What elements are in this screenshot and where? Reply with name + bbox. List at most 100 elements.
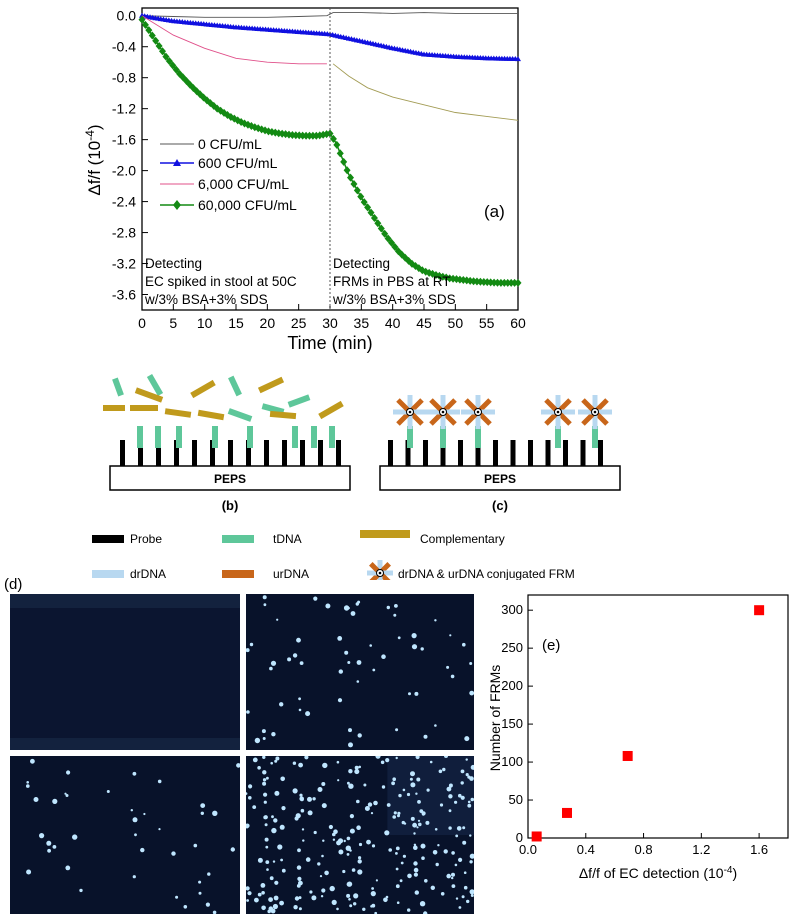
fluorescent-spot — [449, 785, 452, 788]
fluorescent-spot — [265, 860, 270, 864]
fluorescent-spot — [440, 892, 445, 896]
fluorescent-spot — [328, 824, 333, 830]
fluorescent-spot — [333, 829, 338, 834]
fluorescent-spot — [413, 867, 419, 873]
fluorescent-spot — [421, 812, 425, 816]
fluorescent-spot — [469, 889, 474, 895]
chart-a-xlabel: Time (min) — [287, 333, 372, 353]
series-marker-diamond — [388, 238, 396, 247]
fluorescent-spot — [264, 837, 269, 842]
fluorescent-spot — [263, 603, 267, 607]
annotation-right: Detecting FRMs in PBS at RT w/3% BSA+3% … — [332, 256, 456, 307]
fluorescent-spot — [348, 742, 353, 748]
panel-e-label: (e) — [542, 637, 560, 654]
fluorescent-spot — [448, 826, 452, 830]
fluorescent-spot — [230, 847, 235, 852]
fluorescent-spot — [420, 843, 426, 849]
fluorescent-spot — [358, 765, 361, 769]
fluorescent-spot — [369, 644, 372, 647]
fluorescent-spot — [271, 815, 274, 819]
fluorescent-spot — [246, 710, 250, 714]
series-marker-diamond — [141, 20, 149, 29]
fluorescent-spot — [392, 777, 396, 781]
frm-particle — [541, 395, 575, 429]
fluorescent-spot — [425, 820, 430, 825]
fluorescent-spot — [467, 775, 471, 779]
fluorescent-spot — [420, 647, 424, 651]
fluorescent-spot — [329, 885, 335, 892]
x-tick-label-11: 55 — [479, 315, 495, 331]
e-y-tick-label-6: 300 — [501, 602, 523, 617]
fluorescent-spot — [348, 898, 351, 901]
fluorescent-spot — [280, 776, 285, 782]
fluorescent-spot — [462, 826, 466, 830]
fluorescent-spot — [305, 857, 311, 862]
fluorescent-spot — [416, 826, 419, 829]
fluorescent-spot — [393, 613, 397, 617]
fluorescent-spot — [356, 660, 362, 665]
fluorescent-spot — [384, 830, 390, 836]
probe-bar — [598, 440, 603, 466]
fluorescent-spot — [266, 776, 269, 780]
fluorescent-spot — [432, 850, 438, 855]
series-line-3 — [332, 63, 519, 121]
fluorescent-spot — [373, 800, 378, 806]
fluorescent-spot — [321, 803, 327, 809]
fluorescent-spot — [337, 779, 340, 782]
series-marker-diamond — [370, 213, 378, 222]
fluorescent-spot — [261, 729, 266, 734]
fluorescent-spot — [262, 737, 266, 740]
fluorescent-spot — [410, 771, 415, 777]
fluorescent-spot — [402, 788, 406, 792]
fluorescent-spot — [343, 839, 346, 843]
fluorescent-spot — [423, 911, 428, 914]
fluorescent-spot — [298, 697, 301, 701]
fluorescent-spot — [454, 800, 458, 804]
micrograph-0-cfu — [10, 594, 240, 750]
fluorescent-spot — [458, 906, 462, 909]
legend-tdna-label: tDNA — [273, 532, 302, 546]
fluorescent-spot — [132, 875, 136, 879]
fluorescent-spot — [407, 908, 411, 912]
fluorescent-spot — [275, 756, 280, 761]
fluorescent-spot — [257, 857, 263, 863]
frm-particle — [426, 395, 460, 429]
probe-bar — [580, 440, 586, 466]
series-marker-diamond — [152, 36, 160, 45]
legend-label-0: 0 CFU/mL — [198, 136, 262, 152]
series-marker-diamond — [148, 31, 156, 40]
series-marker-diamond — [329, 134, 337, 143]
fluorescent-spot — [347, 781, 350, 785]
fluorescent-spot — [200, 811, 204, 815]
fluorescent-spot — [353, 893, 359, 899]
y-tick-label-1: -0.4 — [112, 39, 136, 55]
x-tick-label-9: 45 — [416, 315, 432, 331]
chart-e-xlabel: Δf/f of EC detection (10-4) — [579, 865, 737, 881]
fluorescent-spot — [346, 893, 351, 898]
fluorescent-spot — [336, 760, 340, 764]
fluorescent-spot — [175, 895, 179, 899]
probe-bar — [528, 440, 533, 466]
fluorescent-spot — [348, 769, 353, 774]
fluorescent-spot — [106, 790, 110, 793]
x-tick-label-10: 50 — [448, 315, 464, 331]
fluorescent-spot — [395, 884, 400, 889]
fluorescent-spot — [347, 661, 351, 664]
legend-label-3: 60,000 CFU/mL — [198, 197, 297, 213]
fluorescent-spot — [451, 872, 455, 877]
hybridized-tdna-b — [137, 426, 335, 448]
series-marker-diamond — [367, 208, 375, 217]
floating-strands-b — [103, 373, 344, 422]
fluorescent-spot — [454, 863, 458, 867]
fluorescent-spot — [292, 653, 298, 658]
series-marker-diamond — [340, 157, 348, 166]
fluorescent-spot — [246, 792, 248, 795]
fluorescent-spot — [337, 636, 343, 641]
fluorescent-spot — [349, 828, 355, 834]
legend-probe-swatch — [92, 535, 124, 543]
probe-bar — [228, 440, 233, 466]
fluorescent-spot — [397, 814, 400, 818]
fluorescent-spot — [30, 758, 35, 764]
fluorescent-spot — [273, 895, 279, 901]
legend-marker-triangle — [173, 159, 181, 166]
